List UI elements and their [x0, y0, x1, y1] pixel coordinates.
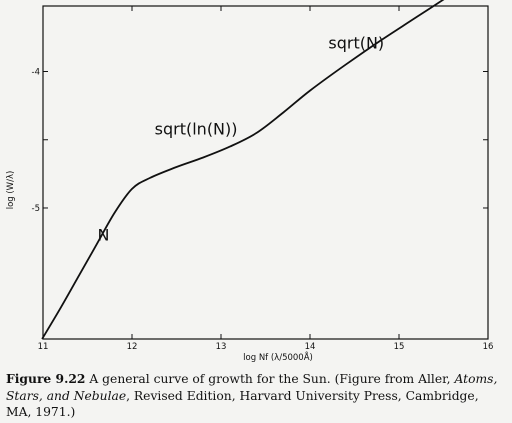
x-tick-label: 11 — [38, 342, 49, 352]
x-axis: 11 12 13 14 15 16 — [38, 6, 494, 352]
x-tick-label: 12 — [127, 342, 138, 352]
curve-annotation: sqrt(N) — [328, 33, 384, 52]
caption-text-part2: , Revised Edition, Harvard University Pr… — [6, 388, 479, 420]
x-tick-label: 14 — [305, 342, 316, 352]
plot-frame — [42, 5, 489, 340]
x-axis-label: log Nf (λ/5000Å) — [243, 351, 313, 363]
x-tick-label: 16 — [483, 342, 494, 352]
caption-book-title: Atoms, Stars, and Nebulae — [6, 372, 498, 403]
curve-annotation: N — [98, 226, 110, 245]
y-tick-label: -5 — [32, 204, 40, 214]
curve-annotation: sqrt(ln(N)) — [155, 119, 238, 138]
figure-caption: Figure 9.22 A general curve of growth fo… — [6, 371, 506, 421]
growth-curve-line — [41, 0, 445, 340]
x-tick-label: 15 — [394, 342, 405, 352]
caption-figure-number: Figure 9.22 — [6, 371, 86, 386]
caption-text-part1: A general curve of growth for the Sun. (… — [85, 372, 455, 386]
y-axis: -4 -5 — [32, 68, 488, 214]
y-axis-label: log (W/λ) — [6, 171, 16, 210]
x-tick-label: 13 — [216, 342, 227, 352]
y-tick-label: -4 — [32, 68, 40, 78]
